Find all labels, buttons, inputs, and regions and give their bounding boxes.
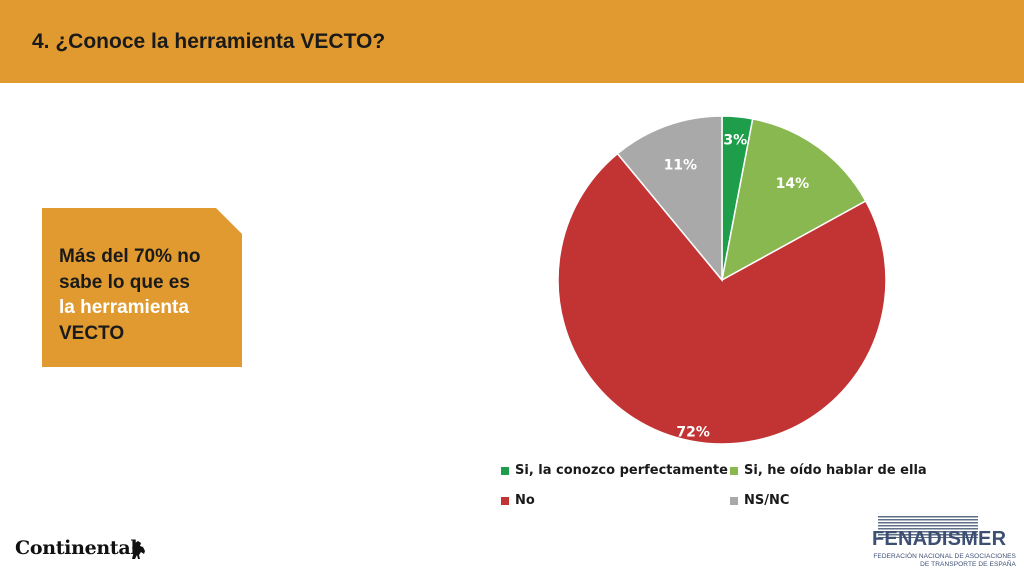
pie-slice-4	[616, 115, 723, 283]
legend-item-2: Si, he oído hablar de ella	[730, 463, 927, 478]
fenadismer-subtitle-2: DE TRANSPORTE DE ESPAÑA	[920, 561, 1016, 568]
pie-chart: 3% 14% 72% 11%	[557, 115, 887, 445]
legend-item-3: No	[501, 493, 535, 508]
legend-swatch-1	[501, 466, 509, 475]
pie-data-label-1: 3%	[723, 133, 747, 149]
continental-logo: Continental	[15, 537, 138, 559]
fenadismer-stripes	[878, 516, 978, 538]
legend-item-4: NS/NC	[730, 493, 789, 508]
legend-item-1: Si, la conozco perfectamente	[501, 463, 728, 478]
callout-line-1: Más del 70% no	[59, 246, 201, 267]
highlight-callout: Más del 70% no sabe lo que es la herrami…	[42, 208, 242, 367]
pie-data-label-2: 14%	[776, 176, 810, 192]
page-title: 4. ¿Conoce la herramienta VECTO?	[32, 30, 386, 53]
callout-text: Más del 70% no sabe lo que es la herrami…	[59, 244, 234, 346]
legend-label-1: Si, la conozco perfectamente	[515, 463, 728, 478]
fenadismer-name: FENADISMER	[872, 528, 1007, 550]
callout-line-4: VECTO	[59, 322, 125, 344]
legend-label-3: No	[515, 493, 535, 508]
callout-line-2: sabe lo que es	[59, 271, 190, 293]
pie-data-label-3: 72%	[676, 424, 710, 440]
legend-swatch-4	[730, 496, 738, 505]
callout-line-3: la herramienta	[59, 297, 189, 318]
fenadismer-logo: FENADISMER FEDERACIÓN NACIONAL DE ASOCIA…	[866, 516, 1016, 570]
pie-slice-3	[557, 152, 887, 445]
legend-label-2: Si, he oído hablar de ella	[744, 463, 927, 478]
legend-swatch-3	[501, 496, 509, 505]
fenadismer-subtitle-1: FEDERACIÓN NACIONAL DE ASOCIACIONES	[873, 553, 1016, 560]
legend-swatch-2	[730, 466, 738, 475]
legend-label-4: NS/NC	[744, 493, 790, 508]
pie-data-label-4: 11%	[664, 157, 698, 173]
horse-logo-icon	[132, 541, 145, 559]
header-bar: 4. ¿Conoce la herramienta VECTO?	[0, 0, 1024, 83]
pie-slice-2	[720, 118, 867, 282]
